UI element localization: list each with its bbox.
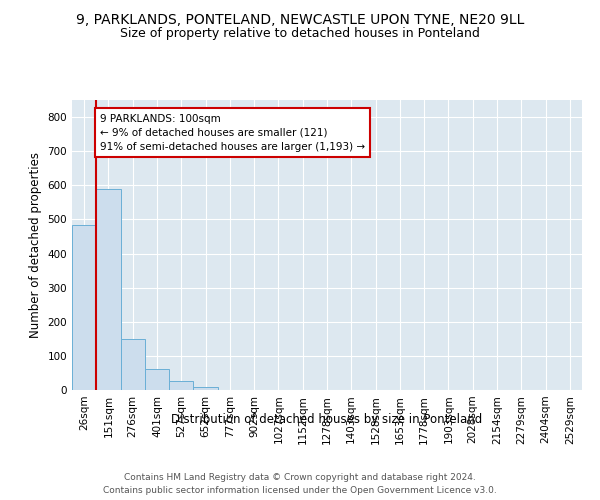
Bar bbox=[193, 388, 218, 390]
Text: Contains HM Land Registry data © Crown copyright and database right 2024.
Contai: Contains HM Land Registry data © Crown c… bbox=[103, 473, 497, 495]
Bar bbox=[96, 188, 121, 390]
Y-axis label: Number of detached properties: Number of detached properties bbox=[29, 152, 42, 338]
Bar bbox=[145, 369, 169, 390]
Text: Distribution of detached houses by size in Ponteland: Distribution of detached houses by size … bbox=[172, 412, 482, 426]
Text: 9 PARKLANDS: 100sqm
← 9% of detached houses are smaller (121)
91% of semi-detach: 9 PARKLANDS: 100sqm ← 9% of detached hou… bbox=[100, 114, 365, 152]
Bar bbox=[72, 224, 96, 390]
Bar bbox=[121, 339, 145, 390]
Bar bbox=[169, 382, 193, 390]
Text: 9, PARKLANDS, PONTELAND, NEWCASTLE UPON TYNE, NE20 9LL: 9, PARKLANDS, PONTELAND, NEWCASTLE UPON … bbox=[76, 12, 524, 26]
Text: Size of property relative to detached houses in Ponteland: Size of property relative to detached ho… bbox=[120, 28, 480, 40]
